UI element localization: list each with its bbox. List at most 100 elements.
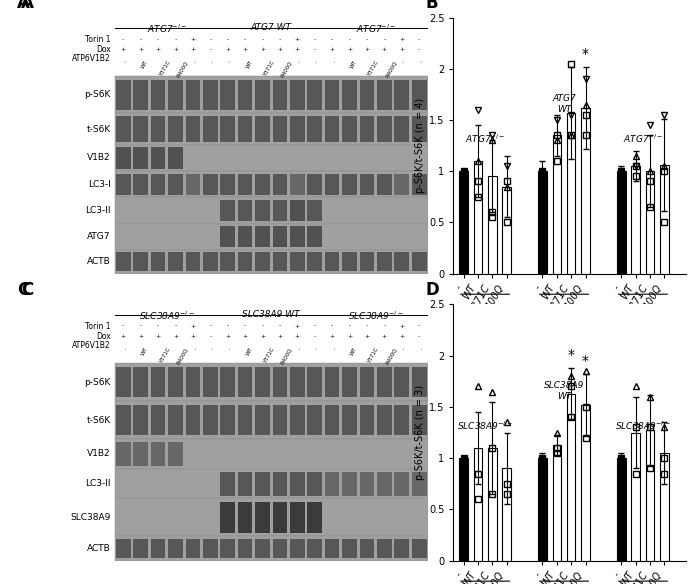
Bar <box>203 367 218 398</box>
Bar <box>307 367 322 398</box>
Bar <box>220 539 235 558</box>
Bar <box>325 367 340 398</box>
Text: +: + <box>120 47 126 52</box>
Bar <box>307 80 322 110</box>
Bar <box>567 113 575 274</box>
Text: +: + <box>242 334 248 339</box>
Text: C: C <box>21 281 34 300</box>
Text: -: - <box>139 324 142 329</box>
Text: -: - <box>209 334 211 339</box>
Text: +: + <box>277 47 283 52</box>
Bar <box>150 367 165 398</box>
Text: R400Q: R400Q <box>176 60 189 78</box>
Text: ATG7: ATG7 <box>87 232 111 241</box>
Bar <box>186 539 200 558</box>
Bar <box>377 252 392 272</box>
Bar <box>220 252 235 272</box>
Bar <box>115 536 428 561</box>
Bar <box>168 367 183 398</box>
Bar <box>168 442 183 466</box>
Text: -: - <box>279 324 281 329</box>
Text: -: - <box>298 60 302 64</box>
Text: +: + <box>347 334 352 339</box>
Text: -: - <box>419 347 424 351</box>
Text: +: + <box>295 324 300 329</box>
Bar <box>256 116 270 142</box>
Text: +: + <box>190 334 195 339</box>
Text: -: - <box>122 324 125 329</box>
Text: -: - <box>209 37 211 42</box>
Bar <box>342 539 357 558</box>
Bar <box>538 458 547 561</box>
Text: -: - <box>384 324 386 329</box>
Text: LC3-II: LC3-II <box>85 206 111 215</box>
Bar <box>256 227 270 248</box>
Bar <box>660 165 668 274</box>
Bar <box>395 174 409 195</box>
Bar <box>395 472 409 495</box>
Text: D: D <box>426 281 440 300</box>
Text: -: - <box>210 347 216 351</box>
Bar <box>290 252 304 272</box>
Bar <box>220 472 235 495</box>
Bar <box>186 80 200 110</box>
Bar <box>186 174 200 195</box>
Bar <box>459 171 468 274</box>
Bar <box>150 147 165 169</box>
Bar <box>290 367 304 398</box>
Bar <box>325 174 340 195</box>
Bar <box>134 252 148 272</box>
Bar <box>552 445 561 561</box>
Bar <box>115 250 428 274</box>
Bar <box>660 453 668 561</box>
Bar <box>342 405 357 435</box>
Text: +: + <box>138 47 144 52</box>
Bar <box>290 174 304 195</box>
Bar <box>186 116 200 142</box>
Text: +: + <box>173 334 178 339</box>
Text: Torin 1: Torin 1 <box>85 35 111 44</box>
Text: LC3-I: LC3-I <box>88 180 111 189</box>
Text: R400Q: R400Q <box>280 347 293 365</box>
Bar <box>220 502 235 533</box>
Bar <box>377 367 392 398</box>
Bar <box>307 502 322 533</box>
Bar <box>290 502 304 533</box>
Text: WT: WT <box>245 347 254 357</box>
Text: C: C <box>17 281 29 300</box>
Text: +: + <box>260 334 265 339</box>
Bar <box>272 252 287 272</box>
Bar <box>238 405 253 435</box>
Text: -: - <box>332 347 337 351</box>
Text: +: + <box>260 47 265 52</box>
Text: *: * <box>582 354 589 368</box>
Text: SLC38A9 WT: SLC38A9 WT <box>242 310 300 319</box>
Bar <box>256 472 270 495</box>
Text: -: - <box>315 347 320 351</box>
Bar <box>203 174 218 195</box>
Bar <box>325 80 340 110</box>
Bar <box>307 539 322 558</box>
Bar <box>360 252 374 272</box>
Bar <box>115 145 428 171</box>
Text: -: - <box>384 37 386 42</box>
Text: -: - <box>349 37 351 42</box>
Bar <box>631 433 640 561</box>
Text: Dox: Dox <box>96 45 111 54</box>
Bar <box>115 77 428 113</box>
Bar <box>238 539 253 558</box>
Bar <box>168 174 183 195</box>
Y-axis label: p-S6K/t-S6K (n = 3): p-S6K/t-S6K (n = 3) <box>415 385 425 480</box>
Bar <box>115 439 428 469</box>
Text: +: + <box>295 334 300 339</box>
Bar <box>134 405 148 435</box>
Bar <box>360 405 374 435</box>
Text: R400Q: R400Q <box>384 60 398 78</box>
Bar <box>581 107 590 274</box>
Bar <box>342 116 357 142</box>
Text: WT: WT <box>141 347 149 357</box>
Bar <box>116 147 131 169</box>
Bar <box>220 80 235 110</box>
Text: +: + <box>330 334 335 339</box>
Text: Y371C: Y371C <box>367 347 380 364</box>
